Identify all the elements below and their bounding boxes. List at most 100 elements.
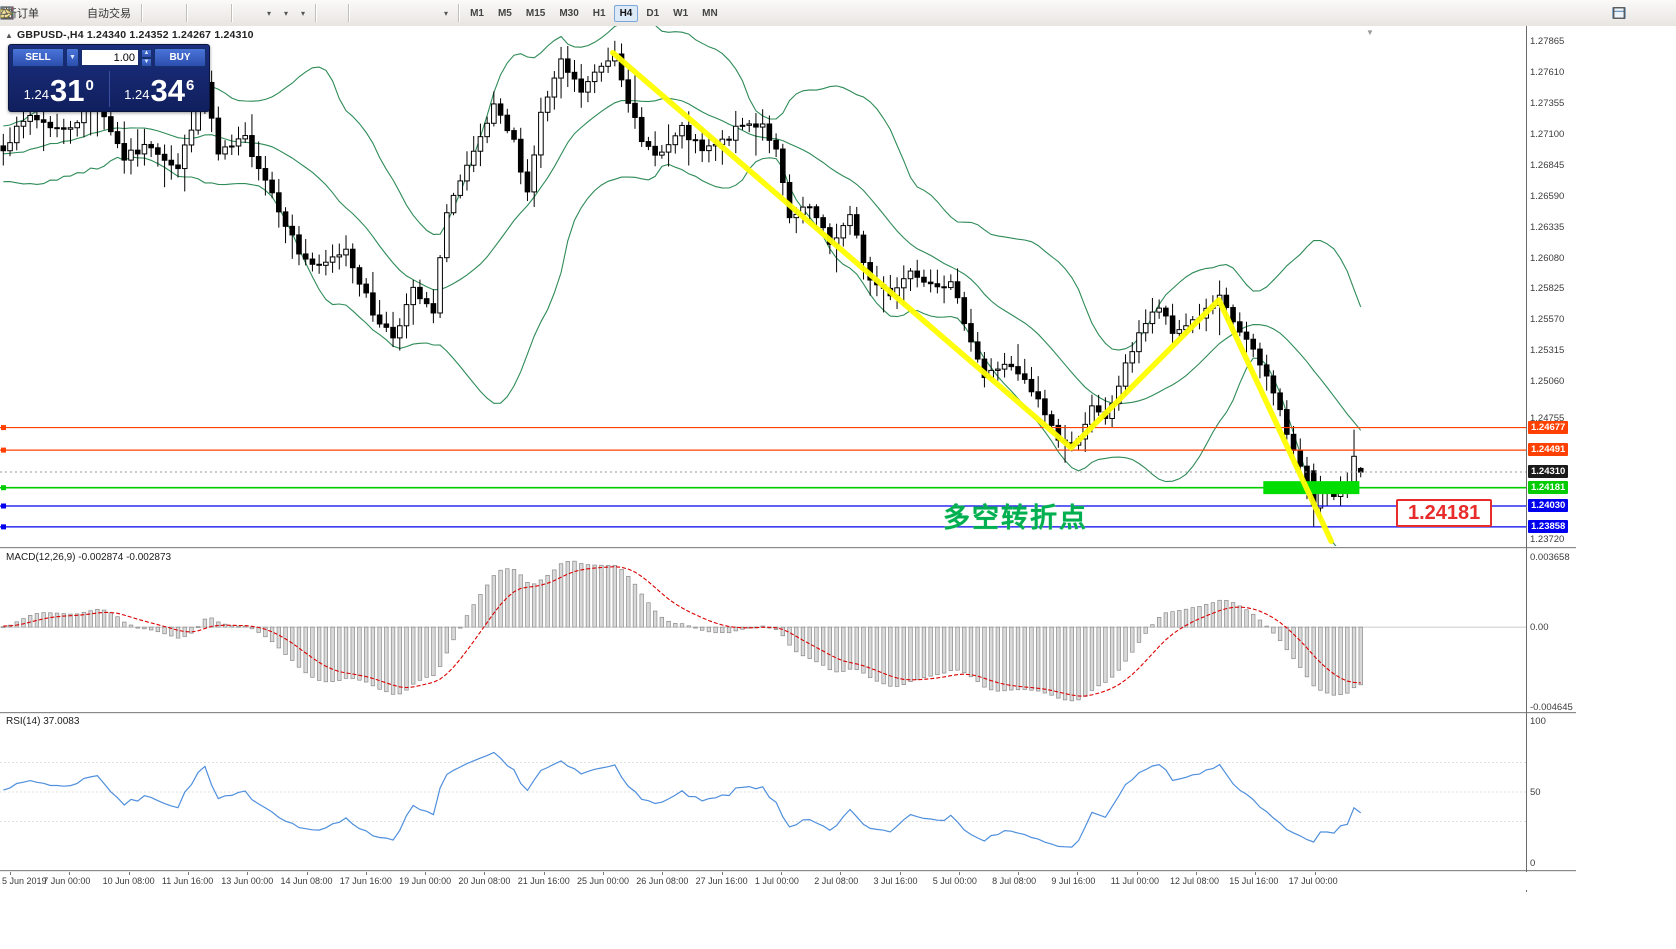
- turning-point-annotation[interactable]: 多空转折点: [943, 503, 1088, 533]
- time-label: 20 Jun 08:00: [458, 876, 511, 886]
- autoscroll-button[interactable]: [0, 4, 247, 22]
- time-label: 14 Jun 08:00: [280, 876, 333, 886]
- axis-price-label: 1.26845: [1530, 159, 1565, 171]
- line-handle: [1, 524, 6, 530]
- market-button[interactable]: [1, 4, 80, 22]
- bollinger-band: [3, 156, 1337, 546]
- cursor-tool-button[interactable]: [2, 4, 331, 22]
- timeframe-m15-button[interactable]: M15: [525, 7, 546, 19]
- data-window-button[interactable]: [1612, 4, 1645, 22]
- horizontal-lines-group[interactable]: [0, 425, 1526, 530]
- shapes-tool-button[interactable]: ▾: [0, 4, 453, 22]
- time-tick: [899, 872, 901, 875]
- volume-stepper[interactable]: ▲ ▼: [141, 49, 152, 67]
- time-scale[interactable]: 5 Jun 2019 7 Jun 00:00 10 Jun 08:00 11 Jun …: [0, 872, 1576, 890]
- time-label: 19 Jun 00:00: [399, 876, 452, 886]
- candle-chart-button[interactable]: [1, 4, 169, 22]
- crosshair-tool-button[interactable]: [0, 4, 343, 22]
- community-button[interactable]: [1, 4, 68, 22]
- bar-chart-button[interactable]: [0, 4, 157, 22]
- time-label: 9 Jul 16:00: [1051, 876, 1096, 886]
- timeframe-m5-button[interactable]: M5: [497, 7, 512, 19]
- volume-input[interactable]: [81, 49, 139, 66]
- templates-button[interactable]: ▾: [1, 4, 310, 22]
- macd-value-signal: -0.002873: [126, 552, 172, 563]
- label-tool-button[interactable]: [0, 4, 436, 22]
- pane-separator[interactable]: [0, 712, 1576, 714]
- rsi-value: 37.0083: [43, 716, 80, 727]
- price-level-chip: 1.24310: [1528, 465, 1569, 479]
- pane-separator[interactable]: [0, 547, 1576, 549]
- axis-price-label: 1.23720: [1530, 534, 1565, 545]
- timeframe-h4-button[interactable]: H4: [613, 4, 639, 22]
- timeframe-h1-button[interactable]: H1: [592, 7, 606, 19]
- buy-price[interactable]: 1.24 34 6: [110, 69, 210, 109]
- axis-value-label: 0.00: [1530, 622, 1549, 634]
- time-label: 26 Jun 08:00: [636, 876, 689, 886]
- macd-name: MACD(12,26,9): [6, 552, 76, 563]
- macd-indicator-chart[interactable]: [0, 550, 1526, 712]
- periods-button[interactable]: ▾: [1, 4, 293, 22]
- fibonacci-tool-button[interactable]: f: [1, 4, 412, 22]
- buy-button[interactable]: BUY: [154, 48, 206, 67]
- time-tick: [1136, 872, 1138, 875]
- fullscreen-icon: [1613, 7, 1625, 19]
- chart-shift-button[interactable]: [0, 4, 259, 22]
- tile-windows-button[interactable]: [0, 4, 226, 22]
- timeframe-d1-button[interactable]: D1: [646, 7, 660, 19]
- text-tool-button[interactable]: A: [2, 4, 424, 22]
- sell-button[interactable]: SELL: [12, 48, 64, 67]
- time-label: 8 Jul 08:00: [992, 876, 1037, 886]
- time-label: 21 Jun 16:00: [517, 876, 570, 886]
- line-chart-button[interactable]: [0, 4, 181, 22]
- autotrade-button[interactable]: 自动交易: [2, 4, 136, 22]
- yellow-trendline[interactable]: [610, 49, 1334, 544]
- zoom-in-button[interactable]: [0, 4, 202, 22]
- time-label: 12 Jul 08:00: [1170, 876, 1220, 886]
- rsi-line: [3, 751, 1362, 848]
- price-level-chip: 1.24181: [1528, 480, 1569, 494]
- one-click-collapse-arrow[interactable]: ▲: [5, 31, 13, 40]
- sell-price[interactable]: 1.24 31 0: [9, 69, 109, 109]
- time-label: 27 Jun 16:00: [695, 876, 748, 886]
- dropdown-caret-icon: ▾: [267, 8, 272, 18]
- timeframe-w1-button[interactable]: W1: [673, 7, 689, 19]
- turning-zone-rectangle[interactable]: [1263, 481, 1360, 495]
- mql5-button[interactable]: [0, 4, 56, 22]
- indicators-button[interactable]: ▾: [0, 4, 276, 22]
- zoom-out-button[interactable]: [0, 4, 214, 22]
- axis-price-label: 1.27355: [1530, 97, 1565, 109]
- time-label: 5 Jul 00:00: [932, 876, 977, 886]
- time-tick: [365, 872, 367, 875]
- time-label: 1 Jul 00:00: [754, 876, 799, 886]
- axis-value-label: 0.003658: [1530, 552, 1570, 563]
- rsi-indicator-chart[interactable]: [0, 714, 1526, 870]
- chart-shift-marker-icon[interactable]: ▼: [1366, 28, 1374, 37]
- time-tick: [1196, 872, 1197, 875]
- timeframe-m1-button[interactable]: M1: [470, 7, 484, 19]
- price-callout-label[interactable]: 1.24181: [1396, 499, 1493, 527]
- price-chart[interactable]: [0, 26, 1526, 546]
- axis-price-label: 1.26335: [1530, 221, 1565, 233]
- quote-high: 1.24352: [129, 29, 169, 41]
- volume-up-icon[interactable]: ▲: [141, 49, 152, 58]
- channel-tool-button[interactable]: [0, 4, 400, 22]
- macd-label: MACD(12,26,9) -0.002874 -0.002873: [6, 552, 171, 563]
- volume-down-icon[interactable]: ▼: [141, 58, 152, 67]
- trendline-tool-button[interactable]: [1, 4, 388, 22]
- axis-price-label: 1.27610: [1530, 67, 1565, 79]
- timeframe-mn-button[interactable]: MN: [702, 7, 718, 19]
- price-level-chip: 1.24030: [1528, 499, 1569, 512]
- volume-dropdown-button[interactable]: ▼: [66, 48, 79, 67]
- time-label: 3 Jul 16:00: [873, 876, 918, 886]
- fullscreen-button[interactable]: [1613, 4, 1667, 22]
- time-tick: [721, 872, 723, 875]
- horizontal-line-tool-button[interactable]: [0, 4, 376, 22]
- buy-price-small: 1.24: [124, 87, 150, 102]
- sell-price-small: 1.24: [23, 87, 49, 102]
- time-tick: [1255, 872, 1257, 875]
- vertical-line-tool-button[interactable]: [5, 4, 364, 22]
- quote-open: 1.24340: [86, 29, 127, 41]
- symbol-quote-line: GBPUSD-,H4 1.24340 1.24352 1.24267 1.243…: [17, 29, 254, 41]
- timeframe-m30-button[interactable]: M30: [559, 7, 579, 19]
